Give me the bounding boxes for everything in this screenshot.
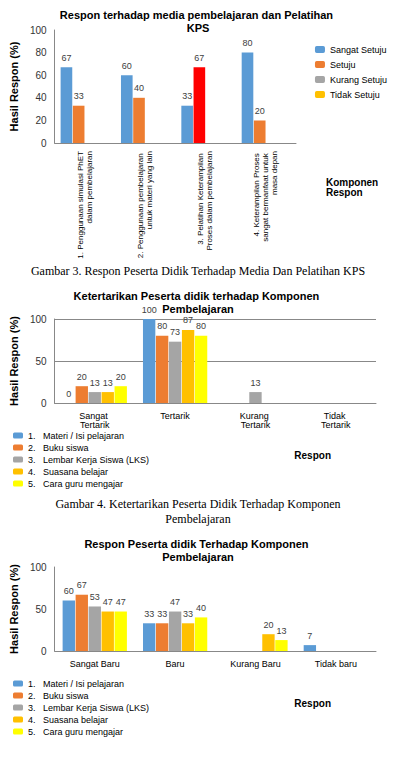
svg-text:87: 87 (183, 315, 193, 325)
svg-text:1. Materi / Isi pelajaran: 1. Materi / Isi pelajaran (28, 431, 124, 441)
svg-text:Tertarik: Tertarik (160, 411, 190, 421)
svg-text:untuk materi yang lain: untuk materi yang lain (145, 151, 154, 229)
svg-text:100: 100 (30, 25, 47, 36)
svg-text:67: 67 (61, 53, 71, 63)
svg-text:1. Materi / Isi pelajaran: 1. Materi / Isi pelajaran (28, 679, 124, 689)
svg-text:Kurang Baru: Kurang Baru (230, 659, 281, 669)
svg-text:3. Pelatihan Keterampilan: 3. Pelatihan Keterampilan (196, 151, 205, 245)
svg-text:67: 67 (77, 580, 87, 590)
svg-text:47: 47 (116, 597, 126, 607)
svg-text:13: 13 (90, 378, 100, 388)
svg-text:40: 40 (35, 92, 47, 103)
svg-text:2. Penggunaan pembelajaran: 2. Penggunaan pembelajaran (136, 151, 145, 258)
svg-text:Ketertarikan Peserta didik ter: Ketertarikan Peserta didik terhadap Komp… (74, 290, 323, 302)
svg-text:60: 60 (64, 586, 74, 596)
svg-text:60: 60 (35, 70, 47, 81)
svg-text:Respon Peserta didik Terhadap: Respon Peserta didik Terhadap Komponen (84, 538, 311, 550)
svg-text:33: 33 (182, 91, 192, 101)
svg-text:5. Cara guru mengajar: 5. Cara guru mengajar (28, 727, 123, 737)
svg-text:Tertarik: Tertarik (241, 420, 271, 430)
svg-text:20: 20 (35, 115, 47, 126)
svg-text:dalam pembelajaran: dalam pembelajaran (85, 151, 94, 226)
svg-text:0: 0 (66, 389, 71, 399)
svg-text:40: 40 (196, 603, 206, 613)
svg-text:Kurang: Kurang (239, 410, 272, 421)
svg-text:Pembelajaran: Pembelajaran (162, 303, 234, 315)
svg-text:Tidak Setuju: Tidak Setuju (330, 90, 380, 100)
svg-text:13: 13 (276, 626, 286, 636)
svg-text:Tidak: Tidak (323, 410, 348, 421)
svg-text:3. Lembar Kerja Siswa (LKS): 3. Lembar Kerja Siswa (LKS) (28, 455, 149, 465)
svg-text:4. Keterampilan Proses: 4. Keterampilan Proses (252, 151, 261, 236)
svg-text:33: 33 (183, 609, 193, 619)
svg-text:0: 0 (41, 398, 47, 409)
svg-text:Hasil Respon (%): Hasil Respon (%) (8, 41, 20, 131)
svg-text:20: 20 (255, 106, 265, 116)
svg-text:73: 73 (170, 327, 180, 337)
svg-text:0: 0 (41, 646, 47, 657)
svg-text:50: 50 (35, 604, 47, 615)
html-text:Gambar 4. Ketertarikan Peserta: Gambar 4. Ketertarikan Peserta Didik Ter… (55, 497, 341, 526)
svg-text:5. Cara guru mengajar: 5. Cara guru mengajar (28, 479, 123, 489)
svg-text:0: 0 (41, 138, 47, 149)
svg-text:Respon: Respon (294, 450, 331, 461)
svg-text:100: 100 (30, 562, 47, 573)
svg-text:33: 33 (144, 609, 154, 619)
svg-text:67: 67 (194, 53, 204, 63)
svg-text:7: 7 (307, 631, 312, 641)
svg-text:Sangat Setuju: Sangat Setuju (330, 45, 387, 55)
svg-text:KPS: KPS (187, 22, 210, 34)
svg-text:13: 13 (250, 378, 260, 388)
svg-text:47: 47 (170, 597, 180, 607)
svg-text:2. Buku siswa: 2. Buku siswa (28, 443, 89, 453)
svg-text:80: 80 (35, 47, 47, 58)
svg-text:sangat bermanfaat untuk: sangat bermanfaat untuk (261, 151, 270, 242)
svg-text:Tidak baru: Tidak baru (315, 659, 357, 669)
svg-text:Hasil Respon (%): Hasil Respon (%) (8, 316, 20, 406)
svg-text:masa depan: masa depan (270, 151, 279, 195)
svg-text:20: 20 (263, 620, 273, 630)
svg-text:Komponen: Komponen (326, 176, 381, 188)
svg-text:33: 33 (157, 609, 167, 619)
svg-text:1. Penggunaan simulasi PhET: 1. Penggunaan simulasi PhET (76, 151, 85, 259)
svg-text:13: 13 (103, 378, 113, 388)
svg-text:60: 60 (122, 61, 132, 71)
svg-text:Pembelajaran: Pembelajaran (162, 551, 234, 563)
svg-text:100: 100 (30, 314, 47, 325)
svg-text:Setuju: Setuju (330, 60, 356, 70)
html-text:Gambar 3. Respon Peserta Didik: Gambar 3. Respon Peserta Didik Terhadap … (30, 264, 366, 278)
svg-text:Respon terhadap media pembelaj: Respon terhadap media pembelajaran dan P… (60, 9, 336, 21)
svg-text:Tertarik: Tertarik (321, 420, 351, 430)
svg-text:80: 80 (242, 38, 252, 48)
svg-text:Sangat Baru: Sangat Baru (70, 659, 120, 669)
svg-text:47: 47 (103, 597, 113, 607)
svg-text:33: 33 (74, 91, 84, 101)
svg-text:Sangat: Sangat (79, 410, 111, 421)
svg-text:4. Suasana belajar: 4. Suasana belajar (28, 715, 108, 725)
svg-text:Proses dalam pembelajaran: Proses dalam pembelajaran (205, 151, 214, 251)
svg-text:3. Lembar Kerja Siswa (LKS): 3. Lembar Kerja Siswa (LKS) (28, 703, 149, 713)
svg-text:20: 20 (77, 372, 87, 382)
svg-text:Baru: Baru (166, 659, 185, 669)
svg-text:20: 20 (116, 372, 126, 382)
svg-text:Kurang Setuju: Kurang Setuju (330, 75, 387, 85)
svg-text:80: 80 (196, 321, 206, 331)
svg-text:Hasil Respon (%): Hasil Respon (%) (8, 564, 20, 654)
svg-text:2. Buku siswa: 2. Buku siswa (28, 691, 89, 701)
svg-text:Tertarik: Tertarik (80, 420, 110, 430)
svg-text:Respon: Respon (326, 187, 363, 198)
svg-text:53: 53 (90, 592, 100, 602)
svg-text:4. Suasana belajar: 4. Suasana belajar (28, 467, 108, 477)
svg-text:Respon: Respon (294, 698, 331, 709)
svg-text:80: 80 (157, 321, 167, 331)
svg-text:100: 100 (142, 305, 157, 315)
svg-text:40: 40 (134, 83, 144, 93)
svg-text:50: 50 (35, 356, 47, 367)
